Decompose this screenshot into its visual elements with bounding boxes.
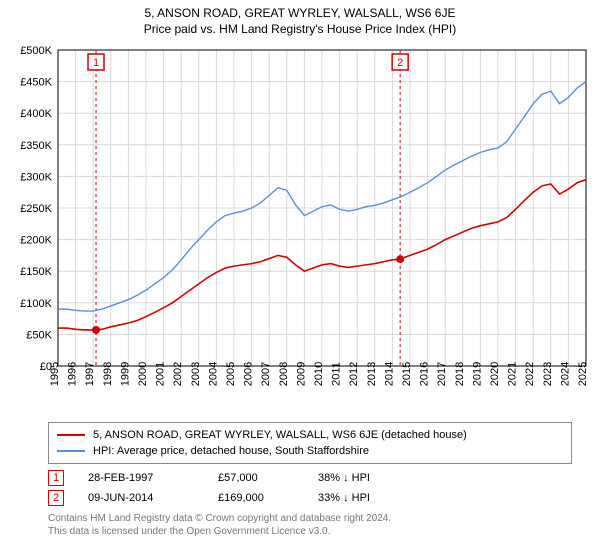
legend-row: 5, ANSON ROAD, GREAT WYRLEY, WALSALL, WS… — [57, 427, 563, 443]
svg-text:2017: 2017 — [436, 362, 448, 386]
svg-text:£450K: £450K — [20, 77, 52, 89]
legend: 5, ANSON ROAD, GREAT WYRLEY, WALSALL, WS… — [48, 422, 572, 464]
legend-swatch — [57, 434, 85, 436]
footer-line-2: This data is licensed under the Open Gov… — [48, 525, 572, 538]
legend-swatch — [57, 450, 85, 452]
svg-text:2023: 2023 — [542, 362, 554, 386]
title-main: 5, ANSON ROAD, GREAT WYRLEY, WALSALL, WS… — [0, 6, 600, 20]
svg-text:1999: 1999 — [119, 362, 131, 386]
svg-text:1996: 1996 — [67, 362, 79, 386]
svg-text:1998: 1998 — [102, 362, 114, 386]
svg-text:2003: 2003 — [190, 362, 202, 386]
svg-text:2005: 2005 — [225, 362, 237, 386]
svg-text:2016: 2016 — [419, 362, 431, 386]
svg-text:2006: 2006 — [243, 362, 255, 386]
svg-text:2009: 2009 — [295, 362, 307, 386]
sale-price: £169,000 — [218, 492, 318, 504]
chart: £0£50K£100K£150K£200K£250K£300K£350K£400… — [0, 36, 600, 416]
legend-label: HPI: Average price, detached house, Sout… — [93, 445, 369, 457]
svg-text:2021: 2021 — [507, 362, 519, 386]
title-sub: Price paid vs. HM Land Registry's House … — [0, 22, 600, 36]
svg-text:2008: 2008 — [278, 362, 290, 386]
svg-text:2010: 2010 — [313, 362, 325, 386]
svg-text:£400K: £400K — [20, 108, 52, 120]
svg-text:2004: 2004 — [207, 362, 219, 386]
svg-text:2007: 2007 — [260, 362, 272, 386]
svg-text:2015: 2015 — [401, 362, 413, 386]
svg-text:£500K: £500K — [20, 45, 52, 57]
chart-svg: £0£50K£100K£150K£200K£250K£300K£350K£400… — [0, 36, 600, 416]
sale-dot-2 — [396, 255, 404, 263]
svg-text:2000: 2000 — [137, 362, 149, 386]
svg-text:2013: 2013 — [366, 362, 378, 386]
svg-text:£100K: £100K — [20, 298, 52, 310]
svg-text:1: 1 — [93, 57, 99, 69]
svg-text:2019: 2019 — [471, 362, 483, 386]
sale-row: 2 09-JUN-2014£169,00033% ↓ HPI — [48, 488, 572, 508]
footer-line-1: Contains HM Land Registry data © Crown c… — [48, 512, 572, 525]
sale-date: 28-FEB-1997 — [88, 472, 218, 484]
titles: 5, ANSON ROAD, GREAT WYRLEY, WALSALL, WS… — [0, 0, 600, 36]
svg-text:2002: 2002 — [172, 362, 184, 386]
sale-diff: 38% ↓ HPI — [318, 472, 438, 484]
svg-text:2024: 2024 — [559, 362, 571, 386]
svg-text:2012: 2012 — [348, 362, 360, 386]
sale-diff: 33% ↓ HPI — [318, 492, 438, 504]
svg-text:2001: 2001 — [155, 362, 167, 386]
svg-text:2022: 2022 — [524, 362, 536, 386]
legend-label: 5, ANSON ROAD, GREAT WYRLEY, WALSALL, WS… — [93, 429, 467, 441]
svg-text:1997: 1997 — [84, 362, 96, 386]
svg-text:£350K: £350K — [20, 140, 52, 152]
sales-table: 1 28-FEB-1997£57,00038% ↓ HPI 2 09-JUN-2014… — [48, 468, 572, 508]
svg-text:£150K: £150K — [20, 266, 52, 278]
svg-text:£200K: £200K — [20, 235, 52, 247]
sale-dot-1 — [92, 326, 100, 334]
legend-row: HPI: Average price, detached house, Sout… — [57, 443, 563, 459]
sale-price: £57,000 — [218, 472, 318, 484]
svg-text:£50K: £50K — [26, 329, 52, 341]
svg-text:2014: 2014 — [383, 362, 395, 386]
svg-text:£250K: £250K — [20, 203, 52, 215]
sale-marker: 2 — [48, 490, 64, 506]
svg-text:2020: 2020 — [489, 362, 501, 386]
footer: Contains HM Land Registry data © Crown c… — [48, 512, 572, 538]
svg-text:1995: 1995 — [49, 362, 61, 386]
svg-text:2: 2 — [397, 57, 403, 69]
svg-text:2025: 2025 — [577, 362, 589, 386]
sale-date: 09-JUN-2014 — [88, 492, 218, 504]
svg-text:2018: 2018 — [454, 362, 466, 386]
chart-container: 5, ANSON ROAD, GREAT WYRLEY, WALSALL, WS… — [0, 0, 600, 560]
svg-text:£300K: £300K — [20, 171, 52, 183]
sale-marker: 1 — [48, 470, 64, 486]
sale-row: 1 28-FEB-1997£57,00038% ↓ HPI — [48, 468, 572, 488]
